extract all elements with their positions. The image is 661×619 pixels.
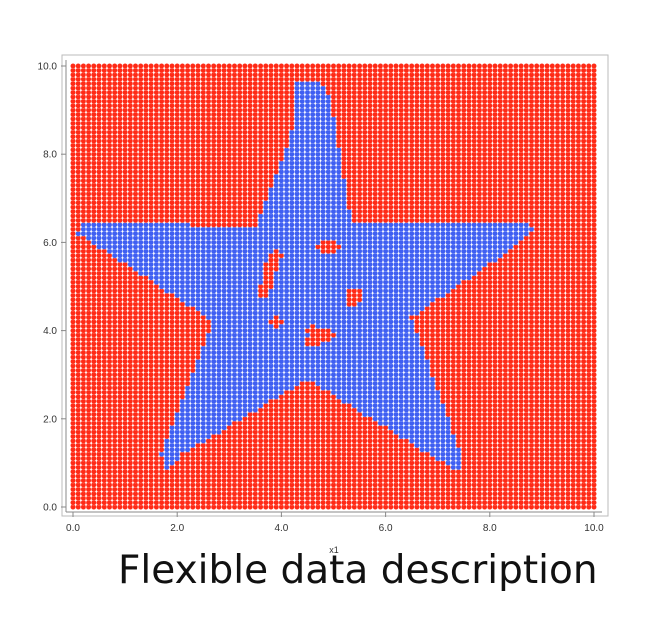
data-point bbox=[309, 63, 316, 69]
data-point bbox=[163, 63, 170, 69]
data-point bbox=[75, 63, 82, 69]
data-point bbox=[148, 63, 154, 69]
data-point bbox=[231, 63, 238, 69]
data-point bbox=[85, 63, 92, 69]
data-point bbox=[101, 63, 108, 69]
data-point bbox=[216, 63, 222, 69]
data-point bbox=[210, 63, 217, 69]
data-point bbox=[122, 63, 128, 69]
data-point bbox=[294, 63, 300, 69]
data-point bbox=[252, 63, 259, 69]
data-point bbox=[174, 63, 181, 69]
data-point bbox=[226, 63, 233, 69]
data-point bbox=[299, 63, 306, 69]
data-point bbox=[283, 63, 290, 69]
data-point bbox=[96, 63, 102, 69]
data-point bbox=[189, 63, 196, 69]
data-point bbox=[262, 63, 269, 69]
data-point bbox=[205, 63, 212, 69]
data-point bbox=[221, 63, 227, 69]
data-point bbox=[278, 63, 285, 69]
data-point bbox=[268, 63, 274, 69]
data-point bbox=[153, 63, 160, 69]
data-point bbox=[179, 63, 186, 69]
data-point bbox=[320, 63, 326, 69]
data-point bbox=[137, 63, 144, 69]
data-point bbox=[200, 63, 207, 69]
data-point bbox=[90, 63, 97, 69]
data-point bbox=[184, 63, 191, 69]
data-point bbox=[273, 63, 280, 69]
data-point bbox=[257, 63, 264, 69]
data-point bbox=[315, 63, 321, 69]
scatter-points bbox=[70, 63, 597, 510]
data-point bbox=[169, 63, 175, 69]
data-point bbox=[106, 63, 113, 69]
data-point bbox=[80, 63, 87, 69]
data-point bbox=[111, 63, 118, 69]
data-point bbox=[236, 63, 243, 69]
data-point bbox=[304, 63, 311, 69]
data-point bbox=[143, 63, 149, 69]
data-point bbox=[242, 63, 248, 69]
data-point bbox=[132, 63, 139, 69]
data-point bbox=[288, 63, 295, 69]
data-point bbox=[70, 63, 76, 69]
data-point bbox=[127, 63, 134, 69]
data-point bbox=[247, 63, 253, 69]
data-point bbox=[195, 63, 201, 69]
data-point bbox=[117, 63, 123, 69]
data-point bbox=[158, 63, 165, 69]
